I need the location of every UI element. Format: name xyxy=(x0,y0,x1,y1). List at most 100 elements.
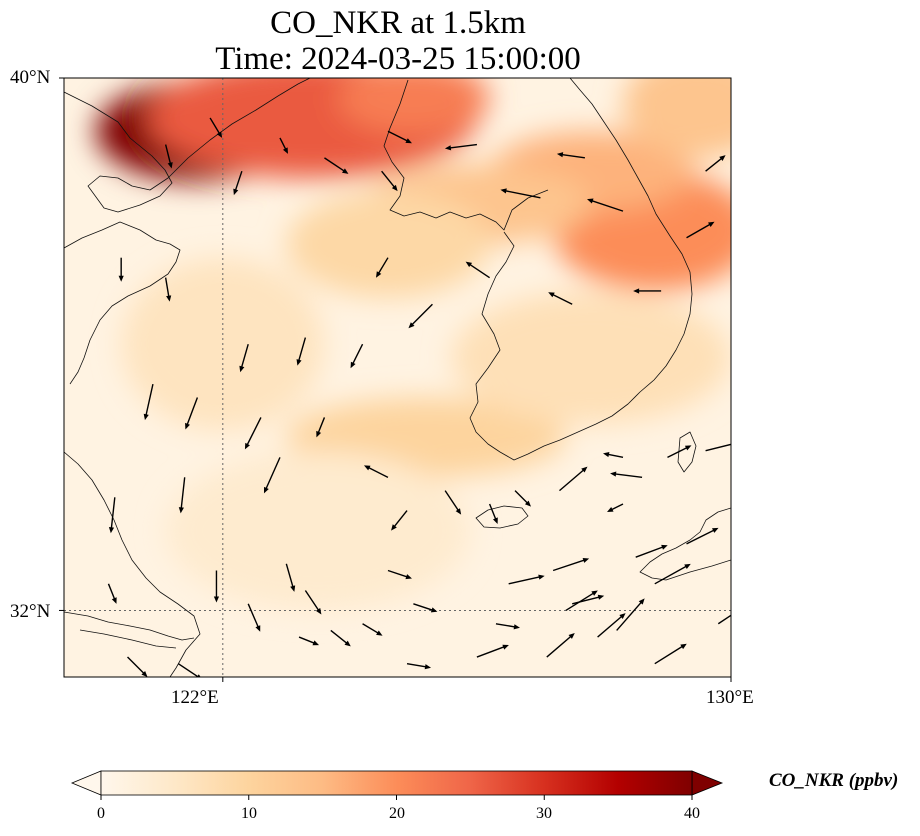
wind-arrow xyxy=(488,503,498,524)
wind-arrow xyxy=(686,221,715,239)
colorbar-extend-max xyxy=(691,770,724,796)
colorbar-tick-label-10: 10 xyxy=(241,805,257,822)
colorbar xyxy=(70,770,724,800)
coastline-north-korea-west xyxy=(383,79,549,231)
wind-arrow xyxy=(587,198,624,212)
wind-arrow xyxy=(603,451,624,459)
gridlines xyxy=(64,78,731,677)
coastline-kyushu xyxy=(639,507,731,581)
wind-arrow xyxy=(387,569,412,580)
wind-arrow xyxy=(164,144,173,169)
field-blob xyxy=(286,191,490,298)
field-blob xyxy=(623,78,731,158)
lat-tick-label-40: 40°N xyxy=(10,67,51,88)
wind-arrow xyxy=(444,490,462,515)
wind-arrow xyxy=(667,445,692,458)
coastline-china-jiangsu xyxy=(64,451,201,677)
lat-tick-label-32: 32°N xyxy=(10,601,51,622)
wind-arrow xyxy=(686,527,719,545)
wind-arrow xyxy=(127,656,148,677)
wind-arrow xyxy=(118,257,124,282)
coastline-liaodong-peninsula xyxy=(64,78,311,213)
wind-arrow xyxy=(552,557,590,572)
wind-arrow xyxy=(413,603,438,613)
wind-arrow xyxy=(546,633,575,658)
wind-arrow xyxy=(330,629,351,647)
wind-arrow xyxy=(391,510,408,531)
wind-arrow xyxy=(565,590,598,612)
coastline-tsushima-island xyxy=(677,431,697,473)
wind-arrow xyxy=(500,188,541,199)
wind-arrow xyxy=(597,613,626,638)
wind-arrow xyxy=(285,563,296,592)
colorbar-ticks xyxy=(100,795,693,800)
wind-arrow xyxy=(350,343,364,369)
wind-arrow xyxy=(717,614,731,625)
wind-arrow xyxy=(213,570,220,603)
wind-arrow xyxy=(406,662,432,670)
wind-arrow xyxy=(375,257,389,278)
co-concentration-field xyxy=(95,78,731,611)
field-blob xyxy=(337,78,490,135)
field-blob xyxy=(165,450,471,611)
wind-arrow xyxy=(548,292,573,305)
wind-arrow xyxy=(362,623,383,636)
wind-arrow xyxy=(177,663,201,677)
wind-arrow xyxy=(556,152,585,159)
chart-title-line-1: CO_NKR at 1.5km xyxy=(270,5,526,41)
wind-arrow xyxy=(705,443,731,452)
colorbar-tick-label-0: 0 xyxy=(97,805,105,822)
wind-arrow xyxy=(143,384,154,421)
coastline-yangtze-estuary xyxy=(64,611,195,649)
wind-arrow xyxy=(316,417,326,438)
wind-arrow xyxy=(508,574,545,585)
wind-arrow xyxy=(572,594,605,605)
map-area xyxy=(64,78,731,700)
wind-arrow xyxy=(635,544,668,558)
wind-arrow xyxy=(223,684,251,700)
wind-arrow xyxy=(296,337,307,366)
colorbar-tick-label-30: 30 xyxy=(536,805,552,822)
wind-vectors xyxy=(107,117,731,700)
wind-arrow xyxy=(387,130,412,144)
wind-arrow xyxy=(247,603,261,632)
wind-arrow xyxy=(178,477,186,514)
wind-arrow xyxy=(233,170,243,196)
wind-arrow xyxy=(279,137,288,154)
colorbar-tick-label-40: 40 xyxy=(684,805,700,822)
lon-tick-label-130: 130°E xyxy=(706,687,754,708)
wind-arrow xyxy=(495,623,520,630)
wind-arrow xyxy=(108,497,116,534)
wind-arrow xyxy=(559,466,588,492)
wind-arrow xyxy=(263,457,281,494)
colorbar-tick-label-20: 20 xyxy=(389,805,405,822)
wind-arrow xyxy=(239,344,249,373)
map-axis-ticks xyxy=(59,77,732,682)
wind-arrow xyxy=(363,465,389,478)
wind-arrow xyxy=(324,157,349,174)
colorbar-extend-min xyxy=(70,770,102,796)
wind-arrow xyxy=(381,170,398,192)
wind-arrow xyxy=(705,155,726,172)
wind-arrow xyxy=(607,503,624,512)
coastline-china-shandong xyxy=(64,221,181,385)
wind-arrow xyxy=(185,397,199,430)
wind-arrow xyxy=(616,598,645,631)
wind-arrow xyxy=(610,471,643,479)
wind-arrow xyxy=(444,143,477,151)
wind-arrow xyxy=(633,288,662,294)
wind-arrow xyxy=(514,490,532,507)
wind-arrow xyxy=(298,636,320,646)
lon-tick-label-122: 122°E xyxy=(171,687,219,708)
coastlines xyxy=(64,78,731,677)
chart-title-line-2: Time: 2024-03-25 15:00:00 xyxy=(215,41,581,77)
colorbar-label: CO_NKR (ppbv) xyxy=(769,770,899,791)
wind-arrow xyxy=(465,261,490,279)
wind-arrow xyxy=(476,644,509,658)
wind-arrow xyxy=(408,303,433,329)
wind-arrow xyxy=(654,643,687,665)
wind-arrow xyxy=(209,117,223,138)
wind-arrow xyxy=(304,590,322,615)
field-blob xyxy=(451,290,731,425)
